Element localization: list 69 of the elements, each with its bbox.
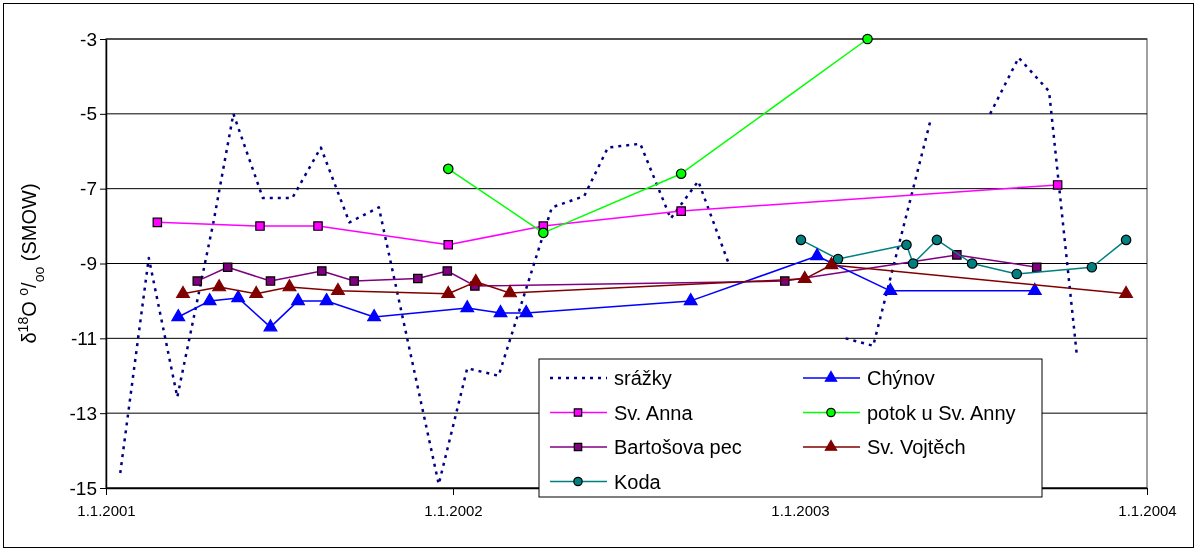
legend-label: Sv. Vojtěch xyxy=(867,436,966,458)
point xyxy=(313,221,323,231)
point xyxy=(883,282,898,296)
x-tick-label: 1.1.2004 xyxy=(1118,502,1177,519)
point xyxy=(265,276,276,286)
point xyxy=(795,234,807,246)
point xyxy=(1086,261,1098,273)
point xyxy=(824,257,839,270)
y-tick-label: -7 xyxy=(80,178,97,200)
point xyxy=(1052,180,1063,190)
point xyxy=(1011,268,1023,280)
point xyxy=(810,248,825,261)
point xyxy=(1120,234,1132,246)
point xyxy=(441,285,456,299)
point xyxy=(331,282,345,296)
x-tick-label: 1.1.2002 xyxy=(424,502,483,519)
point xyxy=(443,240,454,250)
point xyxy=(171,309,186,322)
legend-label: Bartošova pec xyxy=(614,436,742,458)
point xyxy=(538,227,549,239)
y-tick-label: -11 xyxy=(70,327,97,349)
point xyxy=(349,276,359,286)
y-tick-label: -9 xyxy=(80,253,97,275)
point xyxy=(676,206,686,216)
point xyxy=(291,292,305,306)
point xyxy=(263,319,278,332)
point xyxy=(413,273,423,284)
point xyxy=(202,292,217,306)
point xyxy=(192,276,203,286)
point xyxy=(468,273,483,287)
y-tick-label: -5 xyxy=(80,103,97,125)
point xyxy=(675,168,687,180)
x-tick-label: 1.1.2003 xyxy=(771,502,830,519)
x-tick-label: 1.1.2001 xyxy=(77,502,136,519)
point xyxy=(231,289,246,303)
legend-label: srážky xyxy=(614,367,672,389)
point xyxy=(493,304,508,318)
point xyxy=(503,285,517,298)
point xyxy=(152,217,163,228)
point xyxy=(442,163,454,175)
point xyxy=(832,253,844,265)
point xyxy=(319,292,334,306)
point xyxy=(1027,282,1042,296)
point xyxy=(222,262,233,273)
point xyxy=(255,221,265,231)
point xyxy=(683,292,698,306)
y-tick-label: -15 xyxy=(69,477,97,499)
point xyxy=(519,304,534,318)
point xyxy=(442,266,453,276)
point xyxy=(176,285,190,299)
point xyxy=(212,279,227,292)
point xyxy=(901,239,912,251)
point xyxy=(282,279,297,292)
point xyxy=(1119,285,1134,299)
y-tick-label: -13 xyxy=(69,402,97,424)
point xyxy=(367,309,382,322)
legend-label: potok u Sv. Anny xyxy=(867,401,1016,424)
legend-label: Koda xyxy=(614,470,662,493)
point xyxy=(907,258,919,269)
point xyxy=(1031,262,1042,273)
point xyxy=(797,270,812,284)
point xyxy=(317,266,327,276)
point xyxy=(249,285,264,299)
point xyxy=(460,300,475,313)
y-tick-label: -3 xyxy=(80,28,97,50)
point xyxy=(966,258,978,269)
legend-label: Sv. Anna xyxy=(614,401,694,424)
legend-label: Chýnov xyxy=(867,367,935,389)
point xyxy=(931,234,943,246)
